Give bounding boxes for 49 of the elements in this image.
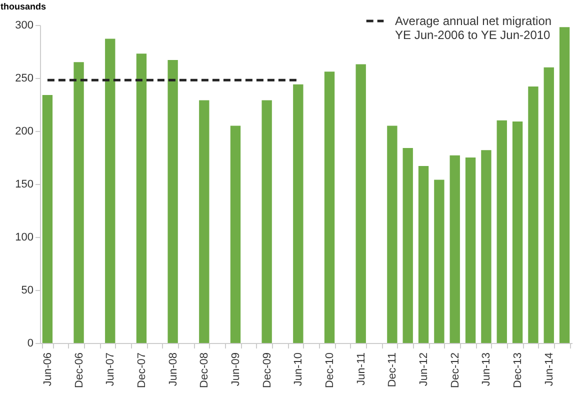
bar [402, 148, 413, 343]
bar [168, 60, 178, 343]
x-tick-label: Jun-09 [230, 352, 242, 386]
x-tick-label: Jun-14 [543, 352, 556, 386]
bar [512, 121, 523, 343]
bar [418, 166, 429, 343]
bar [528, 86, 538, 343]
bar [199, 100, 210, 343]
bar [74, 62, 84, 343]
x-tick-label: Jun-10 [292, 352, 305, 386]
bar [496, 120, 507, 343]
x-tick-label: Dec-08 [198, 352, 211, 388]
y-tick-label: 150 [15, 178, 34, 190]
bar [293, 84, 304, 343]
bar [262, 100, 272, 343]
bar [356, 64, 366, 343]
bar [136, 54, 147, 343]
bar [434, 180, 444, 343]
x-tick-label: Jun-12 [418, 352, 430, 386]
bar [387, 126, 398, 343]
bar [450, 155, 460, 343]
x-tick-label: Dec-13 [512, 352, 524, 388]
bar [105, 38, 116, 343]
y-tick-label: 300 [15, 20, 34, 32]
y-tick-label: 250 [15, 72, 34, 84]
bar [481, 150, 492, 343]
x-tick-label: Jun-13 [480, 352, 493, 386]
y-tick-label: 50 [21, 284, 34, 296]
bar [42, 94, 53, 343]
x-tick-label: Jun-06 [42, 352, 54, 386]
bar [465, 158, 476, 343]
bar [559, 27, 570, 343]
x-tick-label: Dec-10 [324, 352, 336, 388]
x-tick-label: Dec-12 [449, 352, 462, 388]
y-tick-label: 0 [27, 338, 34, 350]
x-tick-label: Jun-11 [355, 352, 368, 386]
y-tick-label: 200 [15, 126, 34, 138]
bar [324, 72, 335, 343]
bar [544, 67, 554, 343]
x-tick-label: Dec-09 [261, 352, 274, 388]
x-tick-label: Dec-07 [136, 352, 148, 388]
x-tick-label: Dec-11 [386, 352, 399, 388]
bar [230, 126, 241, 343]
x-tick-label: Jun-07 [104, 352, 117, 386]
x-tick-label: Jun-08 [167, 352, 180, 386]
y-tick-label: 100 [15, 232, 34, 244]
legend-label: Average annual net migration YE Jun-2006 to YE Jun-2010 [395, 14, 552, 42]
x-tick-label: Dec-06 [73, 352, 86, 388]
y-axis-title: thousands [0, 2, 46, 12]
